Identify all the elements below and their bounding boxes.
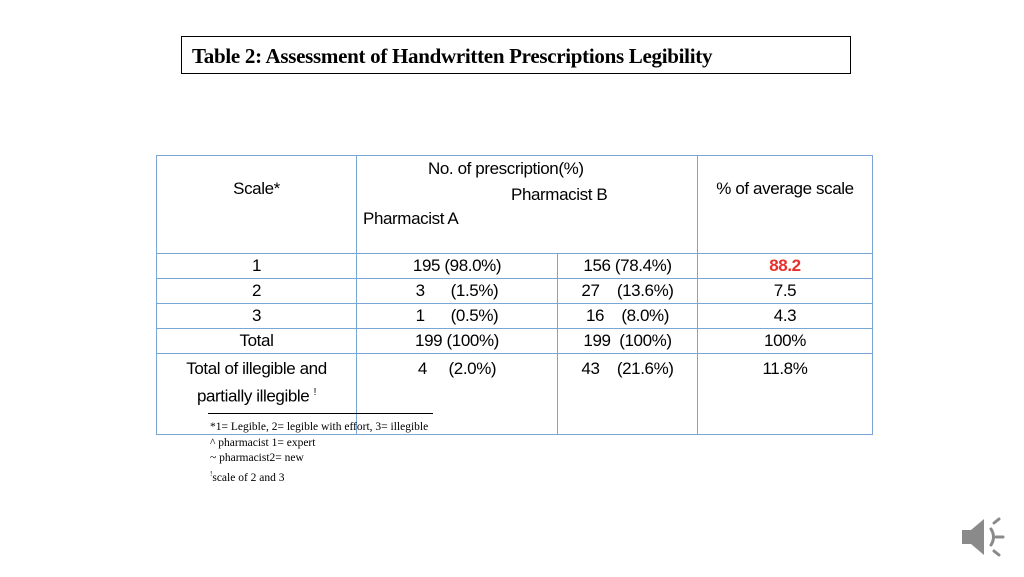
footnote-scale-note: scale of 2 and 3 [212, 471, 285, 484]
header-prescriptions: No. of prescription(%) Pharmacist B Phar… [356, 155, 698, 254]
footnote-scale: *1= Legible, 2= legible with effort, 3= … [210, 421, 429, 433]
table-row: 1 195 (98.0%) 156 (78.4%) 88.2 [156, 253, 873, 279]
cell-scale-line1: Total of illegible and [186, 359, 327, 378]
cell-scale: 3 [156, 303, 357, 329]
header-count: No. of prescription(%) [428, 159, 584, 178]
cell-scale: Total [156, 328, 357, 354]
cell-pharmacist-b: 199 (100%) [557, 328, 698, 354]
cell-pharmacist-b: 43 (21.6%) [557, 353, 698, 435]
cell-average: 7.5 [697, 278, 873, 304]
cell-pharmacist-a: 195 (98.0%) [356, 253, 558, 279]
table-header-row: Scale* No. of prescription(%) Pharmacist… [156, 155, 873, 254]
speaker-icon[interactable] [958, 514, 1008, 560]
cell-scale-line2: partially illegible [196, 386, 310, 406]
footnote-scale-note-wrap: !scale of 2 and 3 [210, 467, 428, 486]
table-title: Table 2: Assessment of Handwritten Presc… [192, 44, 713, 68]
header-pharmacist-b: Pharmacist B [511, 185, 608, 204]
cell-average: 100% [697, 328, 873, 354]
table-row: Total of illegible and partially illegib… [156, 353, 873, 435]
header-scale: Scale* [156, 155, 357, 254]
cell-average-highlight: 88.2 [697, 253, 873, 279]
table-row: 3 1 (0.5%) 16 (8.0%) 4.3 [156, 303, 873, 329]
cell-scale-mark: ! [313, 387, 317, 398]
cell-pharmacist-b: 156 (78.4%) [557, 253, 698, 279]
cell-scale-line2-wrap: partially illegible ! [157, 381, 356, 409]
cell-pharmacist-a: 1 (0.5%) [356, 303, 558, 329]
cell-pharmacist-b: 16 (8.0%) [557, 303, 698, 329]
legibility-table: Scale* No. of prescription(%) Pharmacist… [156, 155, 873, 435]
footnote-pharmacist-1: ^ pharmacist 1= expert [210, 436, 316, 449]
footnote-divider [208, 413, 433, 414]
footnotes: *1= Legible, 2= legible with effort, 3= … [210, 420, 428, 486]
cell-pharmacist-a: 3 (1.5%) [356, 278, 558, 304]
header-average: % of average scale [697, 155, 873, 254]
cell-scale: 1 [156, 253, 357, 279]
footnote-pharmacist-2: ~ pharmacist2= new [210, 452, 304, 464]
footnote-mark: ! [210, 469, 213, 478]
cell-pharmacist-a: 4 (2.0%) [356, 353, 558, 435]
cell-scale: Total of illegible and partially illegib… [156, 353, 357, 435]
table-row: Total 199 (100%) 199 (100%) 100% [156, 328, 873, 354]
header-pharmacist-a: Pharmacist A [363, 209, 459, 228]
table-row: 2 3 (1.5%) 27 (13.6%) 7.5 [156, 278, 873, 304]
cell-scale: 2 [156, 278, 357, 304]
table-title-box: Table 2: Assessment of Handwritten Presc… [181, 36, 851, 74]
cell-average: 11.8% [697, 353, 873, 435]
cell-average: 4.3 [697, 303, 873, 329]
cell-pharmacist-a: 199 (100%) [356, 328, 558, 354]
cell-pharmacist-b: 27 (13.6%) [557, 278, 698, 304]
